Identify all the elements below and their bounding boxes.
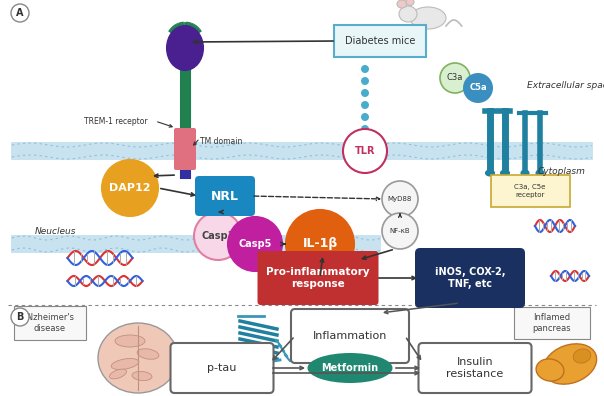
Text: IL-1β: IL-1β (303, 238, 338, 251)
Circle shape (382, 181, 418, 217)
Ellipse shape (361, 65, 369, 73)
FancyBboxPatch shape (11, 142, 593, 160)
FancyBboxPatch shape (11, 235, 381, 253)
Ellipse shape (536, 359, 564, 381)
Ellipse shape (109, 369, 127, 379)
Ellipse shape (406, 0, 414, 6)
Circle shape (440, 63, 470, 93)
FancyBboxPatch shape (174, 128, 196, 170)
Ellipse shape (361, 101, 369, 109)
FancyBboxPatch shape (514, 307, 590, 339)
FancyBboxPatch shape (195, 176, 255, 216)
Text: p-tau: p-tau (207, 363, 237, 373)
Ellipse shape (410, 7, 446, 29)
Ellipse shape (361, 125, 369, 133)
Text: TM domain: TM domain (200, 137, 242, 145)
Text: Cytoplasm: Cytoplasm (538, 166, 586, 175)
Text: C3a, C5e
receptor: C3a, C5e receptor (515, 185, 545, 198)
Ellipse shape (399, 6, 417, 22)
Ellipse shape (307, 353, 393, 383)
Circle shape (343, 129, 387, 173)
Text: Alzheimer's
disease: Alzheimer's disease (25, 313, 74, 333)
Circle shape (382, 213, 418, 249)
FancyBboxPatch shape (334, 25, 426, 57)
FancyBboxPatch shape (415, 248, 525, 308)
Ellipse shape (361, 89, 369, 97)
Text: Metformin: Metformin (321, 363, 379, 373)
Circle shape (11, 308, 29, 326)
Text: Pro-inflammatory
response: Pro-inflammatory response (266, 267, 370, 289)
Circle shape (286, 210, 354, 278)
Ellipse shape (397, 0, 407, 8)
Ellipse shape (98, 323, 178, 393)
Text: Inflamed
pancreas: Inflamed pancreas (533, 313, 571, 333)
Text: Insulin
resistance: Insulin resistance (446, 357, 504, 379)
Ellipse shape (137, 349, 159, 359)
FancyBboxPatch shape (291, 309, 409, 363)
Text: TREM-1 receptor: TREM-1 receptor (85, 116, 148, 126)
Circle shape (194, 212, 242, 260)
FancyBboxPatch shape (170, 343, 274, 393)
Text: Extracellular space: Extracellular space (527, 82, 604, 91)
Text: Casp1: Casp1 (201, 231, 235, 241)
Ellipse shape (111, 358, 139, 369)
Text: MyD88: MyD88 (388, 196, 412, 202)
FancyBboxPatch shape (419, 343, 532, 393)
Text: DAP12: DAP12 (109, 183, 151, 193)
Text: Casp5: Casp5 (239, 239, 272, 249)
Ellipse shape (573, 349, 591, 363)
Ellipse shape (521, 171, 528, 175)
Circle shape (463, 73, 493, 103)
Text: C3a: C3a (447, 74, 463, 82)
Ellipse shape (486, 171, 494, 175)
Circle shape (102, 160, 158, 216)
Circle shape (228, 217, 282, 271)
Text: Neucleus: Neucleus (35, 227, 77, 236)
Ellipse shape (544, 344, 597, 384)
Text: Diabetes mice: Diabetes mice (345, 36, 415, 46)
FancyBboxPatch shape (14, 306, 86, 340)
Ellipse shape (361, 77, 369, 85)
FancyBboxPatch shape (257, 251, 379, 305)
Ellipse shape (361, 113, 369, 121)
Text: A: A (16, 8, 24, 18)
Circle shape (11, 4, 29, 22)
Text: B: B (16, 312, 24, 322)
Ellipse shape (501, 171, 509, 175)
Text: C5a: C5a (469, 84, 487, 93)
Text: iNOS, COX-2,
TNF, etc: iNOS, COX-2, TNF, etc (435, 267, 506, 289)
Ellipse shape (167, 26, 203, 70)
Text: TLR: TLR (355, 146, 375, 156)
Text: NF-κB: NF-κB (390, 228, 410, 234)
Ellipse shape (132, 371, 152, 381)
Text: NRL: NRL (211, 190, 239, 202)
Text: Inflammation: Inflammation (313, 331, 387, 341)
Ellipse shape (536, 171, 544, 175)
FancyBboxPatch shape (490, 175, 570, 207)
Ellipse shape (115, 335, 145, 347)
